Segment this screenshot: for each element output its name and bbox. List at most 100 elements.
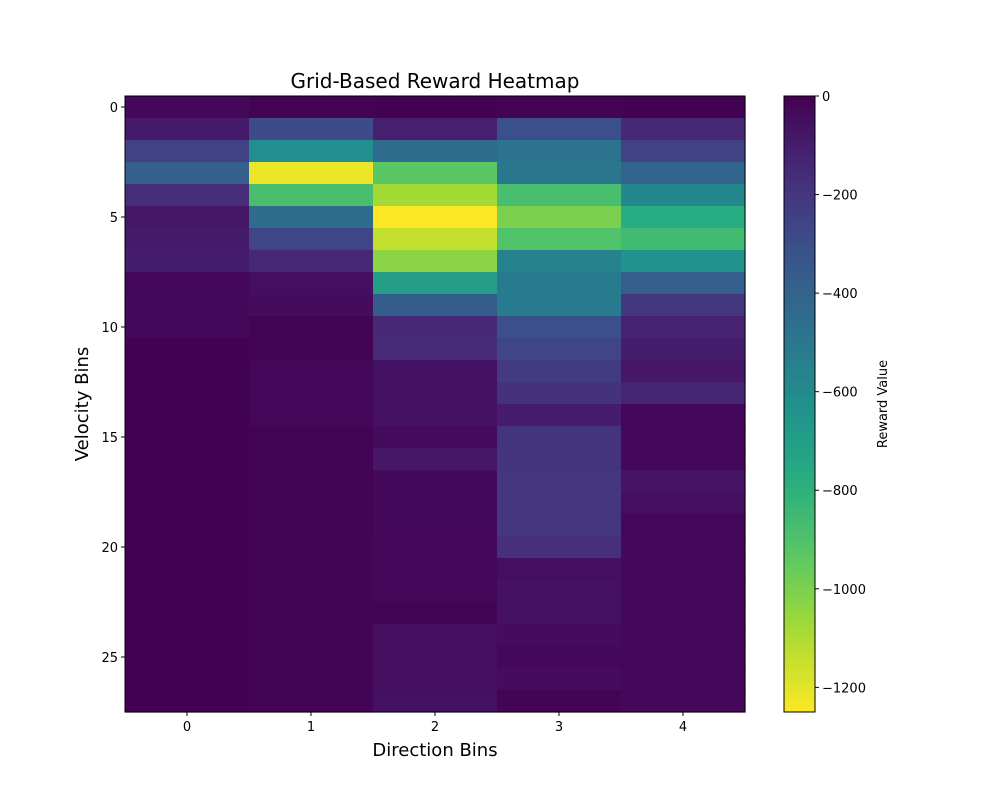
heatmap-cell xyxy=(621,558,746,581)
heatmap-cell xyxy=(125,162,250,185)
heatmap-cell xyxy=(621,118,746,141)
heatmap-cell xyxy=(621,404,746,427)
heatmap-cell xyxy=(621,536,746,559)
heatmap-cell xyxy=(621,96,746,119)
heatmap-cell xyxy=(125,602,250,625)
heatmap-cell xyxy=(125,514,250,537)
y-tick-label: 25 xyxy=(101,651,118,666)
colorbar-tick-label: −1200 xyxy=(822,681,866,696)
heatmap-cell xyxy=(373,250,498,273)
heatmap-cell xyxy=(621,338,746,361)
x-axis-label: Direction Bins xyxy=(372,740,497,761)
heatmap-cell xyxy=(373,558,498,581)
heatmap-cell xyxy=(249,426,374,449)
heatmap-cell xyxy=(249,206,374,229)
heatmap-cell xyxy=(497,140,622,163)
heatmap-cell xyxy=(373,316,498,339)
heatmap-cell xyxy=(125,668,250,691)
heatmap-cell xyxy=(497,162,622,185)
heatmap-cell xyxy=(621,668,746,691)
heatmap-cell xyxy=(125,624,250,647)
heatmap-cell xyxy=(249,690,374,713)
heatmap-cells xyxy=(125,96,746,713)
x-tick-label: 3 xyxy=(555,720,563,735)
heatmap-cell xyxy=(621,140,746,163)
heatmap-cell xyxy=(497,184,622,207)
heatmap-cell xyxy=(125,690,250,713)
heatmap-cell xyxy=(249,382,374,405)
heatmap-cell xyxy=(373,140,498,163)
heatmap-cell xyxy=(497,668,622,691)
heatmap-cell xyxy=(373,580,498,603)
heatmap-cell xyxy=(373,514,498,537)
colorbar-tick-label: −400 xyxy=(822,287,858,302)
heatmap-cell xyxy=(621,448,746,471)
heatmap-cell xyxy=(373,448,498,471)
heatmap-cell xyxy=(497,470,622,493)
heatmap-cell xyxy=(497,492,622,515)
heatmap-cell xyxy=(621,382,746,405)
heatmap-cell xyxy=(249,184,374,207)
heatmap-cell xyxy=(497,558,622,581)
heatmap-cell xyxy=(249,118,374,141)
heatmap-cell xyxy=(621,228,746,251)
heatmap-cell xyxy=(249,250,374,273)
heatmap-cell xyxy=(497,206,622,229)
heatmap-cell xyxy=(373,272,498,295)
y-tick-label: 15 xyxy=(101,431,118,446)
heatmap-cell xyxy=(621,602,746,625)
colorbar-label: Reward Value xyxy=(876,360,891,448)
heatmap-cell xyxy=(621,580,746,603)
heatmap-cell xyxy=(125,382,250,405)
heatmap-cell xyxy=(249,162,374,185)
heatmap-cell xyxy=(249,470,374,493)
heatmap-cell xyxy=(621,690,746,713)
x-tick-label: 0 xyxy=(183,720,191,735)
heatmap-cell xyxy=(125,272,250,295)
colorbar-ticks: 0 −200 −400 −600 −800 −1000 −1200 xyxy=(815,90,866,696)
heatmap-cell xyxy=(249,580,374,603)
heatmap-cell xyxy=(249,514,374,537)
heatmap-cell xyxy=(497,690,622,713)
heatmap-cell xyxy=(373,404,498,427)
heatmap-cell xyxy=(621,184,746,207)
heatmap-cell xyxy=(249,558,374,581)
x-axis-ticks: 0 1 2 3 4 xyxy=(183,712,687,735)
heatmap-cell xyxy=(125,294,250,317)
heatmap-cell xyxy=(125,426,250,449)
heatmap-cell xyxy=(125,448,250,471)
y-axis-ticks: 0 5 10 15 20 25 xyxy=(101,101,125,666)
heatmap-cell xyxy=(125,646,250,669)
colorbar-tick-label: −1000 xyxy=(822,583,866,598)
heatmap-cell xyxy=(497,294,622,317)
heatmap-cell xyxy=(497,96,622,119)
heatmap-cell xyxy=(497,118,622,141)
heatmap-cell xyxy=(373,294,498,317)
heatmap-cell xyxy=(373,470,498,493)
y-tick-label: 5 xyxy=(110,211,118,226)
heatmap-cell xyxy=(621,426,746,449)
heatmap-cell xyxy=(497,514,622,537)
heatmap-cell xyxy=(373,184,498,207)
heatmap-cell xyxy=(621,206,746,229)
x-tick-label: 4 xyxy=(679,720,687,735)
heatmap-cell xyxy=(621,492,746,515)
heatmap-cell xyxy=(497,536,622,559)
heatmap-cell xyxy=(621,294,746,317)
heatmap-cell xyxy=(497,404,622,427)
heatmap-cell xyxy=(373,382,498,405)
heatmap-cell xyxy=(497,316,622,339)
heatmap-cell xyxy=(249,360,374,383)
heatmap-cell xyxy=(249,448,374,471)
heatmap-cell xyxy=(497,624,622,647)
heatmap-cell xyxy=(125,184,250,207)
heatmap-cell xyxy=(373,536,498,559)
heatmap-cell xyxy=(125,492,250,515)
heatmap-cell xyxy=(497,250,622,273)
heatmap-cell xyxy=(249,316,374,339)
heatmap-cell xyxy=(373,646,498,669)
heatmap-cell xyxy=(249,294,374,317)
heatmap-cell xyxy=(249,624,374,647)
heatmap-cell xyxy=(373,624,498,647)
